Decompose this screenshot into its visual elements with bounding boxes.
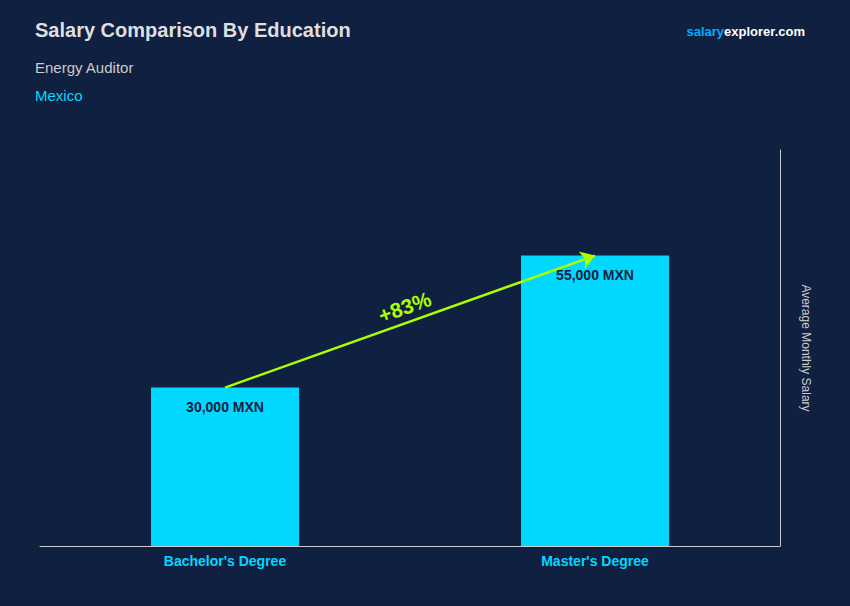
svg-text:30,000 MXN: 30,000 MXN — [186, 399, 264, 415]
svg-text:Energy Auditor: Energy Auditor — [35, 59, 133, 76]
svg-text:Master's Degree: Master's Degree — [541, 553, 649, 569]
svg-text:Average Monthly Salary: Average Monthly Salary — [799, 284, 813, 411]
svg-text:Mexico: Mexico — [35, 87, 83, 104]
svg-text:Salary Comparison By Education: Salary Comparison By Education — [35, 19, 351, 41]
svg-text:explorer.com: explorer.com — [724, 24, 805, 39]
svg-text:55,000 MXN: 55,000 MXN — [556, 267, 634, 283]
svg-text:salary: salary — [686, 24, 724, 39]
svg-text:Bachelor's Degree: Bachelor's Degree — [164, 553, 287, 569]
svg-text:+83%: +83% — [375, 287, 434, 327]
